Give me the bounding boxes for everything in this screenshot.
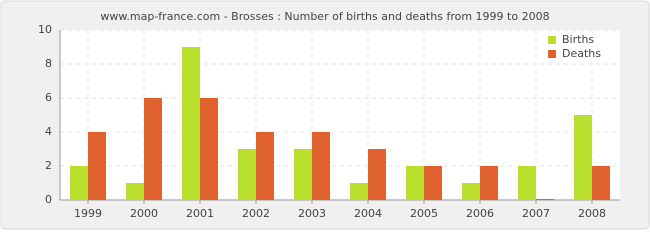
- y-tick-label: 2: [45, 159, 52, 172]
- bar: [592, 166, 610, 200]
- bar: [182, 47, 200, 200]
- chart-title: www.map-france.com - Brosses : Number of…: [100, 10, 549, 23]
- bar: [406, 166, 424, 200]
- x-tick-label: 1999: [74, 207, 102, 220]
- bar: [424, 166, 442, 200]
- y-tick-label: 10: [38, 23, 52, 36]
- bar: [238, 149, 256, 200]
- legend-swatch: [548, 36, 556, 44]
- y-tick-label: 6: [45, 91, 52, 104]
- y-tick-label: 8: [45, 57, 52, 70]
- x-tick-label: 2005: [410, 207, 438, 220]
- legend-label: Deaths: [562, 47, 601, 60]
- x-tick-label: 2008: [578, 207, 606, 220]
- chart: www.map-france.com - Brosses : Number of…: [0, 0, 650, 230]
- bar: [126, 183, 144, 200]
- bar: [536, 199, 554, 200]
- bar: [200, 98, 218, 200]
- bar: [462, 183, 480, 200]
- bar: [144, 98, 162, 200]
- bar: [312, 132, 330, 200]
- legend-swatch: [548, 50, 556, 58]
- bar: [256, 132, 274, 200]
- x-tick-label: 2001: [186, 207, 214, 220]
- legend-label: Births: [562, 33, 594, 46]
- bar: [518, 166, 536, 200]
- x-tick-label: 2004: [354, 207, 382, 220]
- x-tick-label: 2000: [130, 207, 158, 220]
- bar: [350, 183, 368, 200]
- bar: [70, 166, 88, 200]
- bar: [368, 149, 386, 200]
- x-tick-label: 2003: [298, 207, 326, 220]
- x-tick-label: 2006: [466, 207, 494, 220]
- bar: [574, 115, 592, 200]
- y-tick-label: 4: [45, 125, 52, 138]
- bar: [88, 132, 106, 200]
- x-tick-label: 2007: [522, 207, 550, 220]
- x-tick-label: 2002: [242, 207, 270, 220]
- bar: [294, 149, 312, 200]
- y-tick-label: 0: [45, 193, 52, 206]
- bar: [480, 166, 498, 200]
